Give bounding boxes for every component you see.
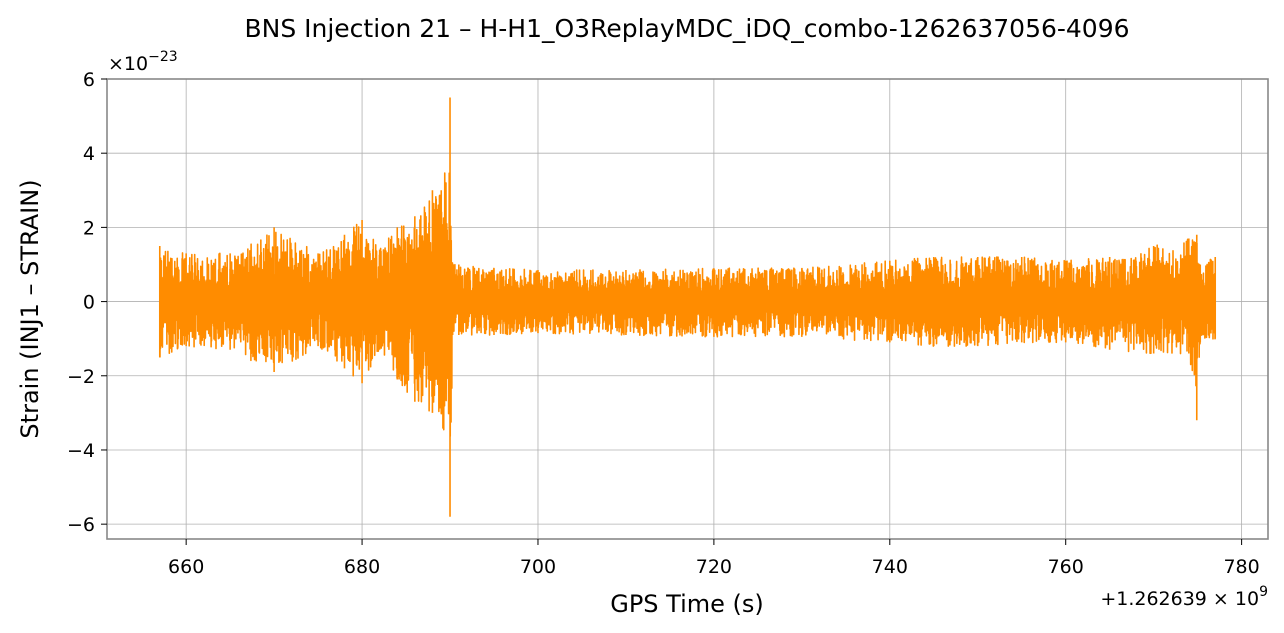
x-ticks: 660 680 700 720 740 760 780 — [168, 539, 1260, 578]
y-ticks: −6 −4 −2 0 2 4 6 — [67, 69, 107, 536]
plot-frame — [106, 78, 1269, 540]
x-tick-label: 740 — [872, 556, 908, 578]
y-tick-label: 6 — [83, 69, 95, 91]
y-scale-label: ×10−23 — [108, 49, 178, 75]
series-0-path — [158, 97, 1217, 517]
x-tick-label: 760 — [1048, 556, 1084, 578]
series-0-line — [158, 97, 1217, 517]
x-tick-label: 660 — [168, 556, 204, 578]
y-tick-label: −6 — [67, 514, 95, 536]
y-tick-label: −2 — [67, 366, 95, 388]
x-tick-label: 680 — [344, 556, 380, 578]
x-offset-label: +1.262639 × 109 — [1100, 584, 1268, 610]
y-tick-label: 2 — [83, 217, 95, 239]
y-tick-label: −4 — [67, 440, 95, 462]
y-axis-label: Strain (INJ1 – STRAIN) — [16, 179, 44, 438]
x-tick-label: 720 — [696, 556, 732, 578]
y-tick-label: 0 — [83, 292, 95, 314]
x-tick-label: 780 — [1223, 556, 1259, 578]
x-axis-label: GPS Time (s) — [610, 590, 764, 618]
x-tick-label: 700 — [520, 556, 556, 578]
chart-title: BNS Injection 21 – H-H1_O3ReplayMDC_iDQ_… — [244, 14, 1129, 43]
y-tick-label: 4 — [83, 143, 95, 165]
